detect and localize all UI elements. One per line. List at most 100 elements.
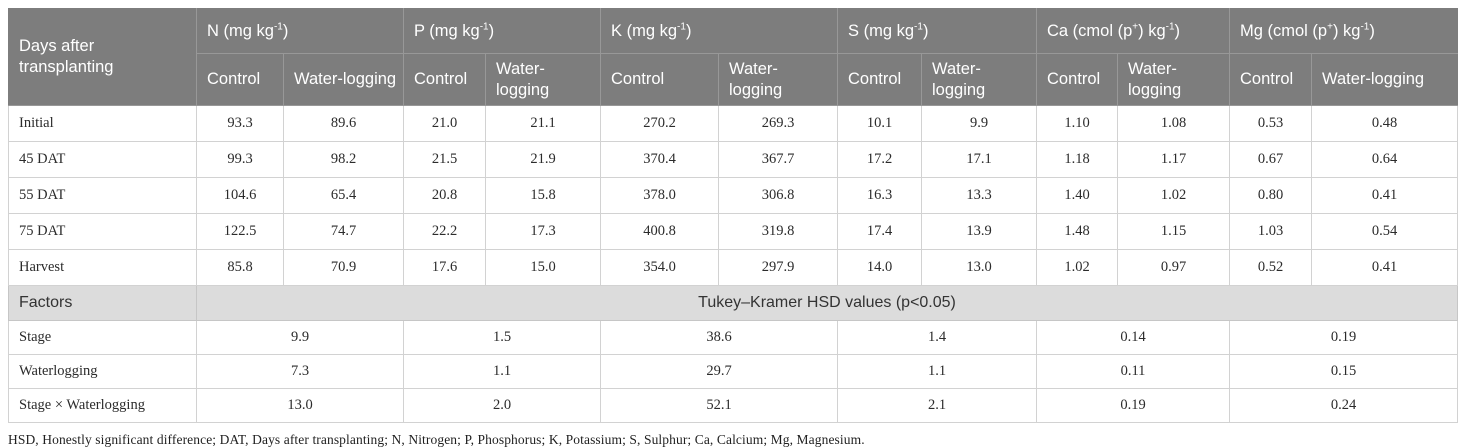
header-group-row: Days after transplanting N (mg kg-1) P (…	[8, 8, 1459, 106]
nutrient-table-wrapper: Days after transplanting N (mg kg-1) P (…	[8, 8, 1459, 448]
table-cell: 15.8	[485, 177, 601, 214]
hsd-value-k: 29.7	[600, 354, 838, 389]
table-header: Days after transplanting N (mg kg-1) P (…	[8, 8, 1459, 106]
table-cell: 319.8	[718, 213, 838, 250]
table-cell: 10.1	[837, 105, 922, 142]
col-group-header-s: S (mg kg-1)	[837, 8, 1037, 54]
table-cell: 14.0	[837, 249, 922, 286]
row-label: Stage	[8, 320, 197, 355]
col-group-header-ca: Ca (cmol (p+) kg-1)	[1036, 8, 1230, 54]
table-cell: 21.9	[485, 141, 601, 178]
hsd-value-s: 1.1	[837, 354, 1037, 389]
hsd-value-ca: 0.14	[1036, 320, 1230, 355]
table-cell: 1.15	[1117, 213, 1230, 250]
hsd-value-mg: 0.24	[1228, 388, 1459, 423]
table-cell: 9.9	[921, 105, 1037, 142]
subheader-n-waterlogging: Water-logging	[283, 53, 404, 106]
table-footnote: HSD, Honestly significant difference; DA…	[8, 432, 865, 447]
table-cell: 0.41	[1310, 249, 1459, 286]
hsd-row-stage-x-waterlogging: Stage × Waterlogging 13.0 2.0 52.1 2.1 0…	[8, 388, 1459, 423]
subheader-ca-waterlogging: Water-logging	[1117, 53, 1230, 106]
row-label: Stage × Waterlogging	[8, 388, 197, 423]
table-cell: 104.6	[196, 177, 284, 214]
header-sub-row: Control Water-logging Control Water-logg…	[9, 53, 1459, 106]
hsd-value-k: 52.1	[600, 388, 838, 423]
hsd-value-mg: 0.15	[1228, 354, 1459, 389]
hsd-value-s: 2.1	[837, 388, 1037, 423]
table-cell: 0.80	[1229, 177, 1312, 214]
row-label: Harvest	[8, 249, 197, 286]
table-cell: 0.48	[1310, 105, 1459, 142]
factors-label: Factors	[8, 285, 197, 321]
hsd-value-p: 2.0	[403, 388, 601, 423]
table-cell: 89.6	[283, 105, 404, 142]
subheader-p-control: Control	[403, 53, 486, 106]
subheader-p-waterlogging: Water-logging	[485, 53, 601, 106]
hsd-value-mg: 0.19	[1228, 320, 1459, 355]
table-cell: 1.03	[1229, 213, 1312, 250]
table-cell: 20.8	[403, 177, 486, 214]
table-cell: 269.3	[718, 105, 838, 142]
hsd-value-ca: 0.19	[1036, 388, 1230, 423]
subheader-mg-control: Control	[1229, 53, 1312, 106]
hsd-value-n: 9.9	[196, 320, 404, 355]
subheader-s-waterlogging: Water-logging	[921, 53, 1037, 106]
col-group-header-n: N (mg kg-1)	[196, 8, 404, 54]
table-cell: 0.97	[1117, 249, 1230, 286]
table-row-45dat: 45 DAT 99.3 98.2 21.5 21.9 370.4 367.7 1…	[8, 141, 1459, 178]
table-cell: 13.9	[921, 213, 1037, 250]
hsd-value-n: 7.3	[196, 354, 404, 389]
hsd-row-stage: Stage 9.9 1.5 38.6 1.4 0.14 0.19	[8, 320, 1459, 355]
row-label: 55 DAT	[8, 177, 197, 214]
table-cell: 354.0	[600, 249, 719, 286]
table-cell: 85.8	[196, 249, 284, 286]
subheader-ca-control: Control	[1036, 53, 1118, 106]
table-cell: 367.7	[718, 141, 838, 178]
table-cell: 74.7	[283, 213, 404, 250]
table-cell: 93.3	[196, 105, 284, 142]
table-cell: 370.4	[600, 141, 719, 178]
table-cell: 17.3	[485, 213, 601, 250]
table-cell: 21.1	[485, 105, 601, 142]
hsd-value-n: 13.0	[196, 388, 404, 423]
subheader-n-control: Control	[196, 53, 284, 106]
table-cell: 1.18	[1036, 141, 1118, 178]
subheader-s-control: Control	[837, 53, 922, 106]
row-label: Initial	[8, 105, 197, 142]
col-group-header-k: K (mg kg-1)	[600, 8, 838, 54]
table-cell: 0.41	[1310, 177, 1459, 214]
table-cell: 1.40	[1036, 177, 1118, 214]
hsd-value-p: 1.1	[403, 354, 601, 389]
table-cell: 21.0	[403, 105, 486, 142]
table-cell: 65.4	[283, 177, 404, 214]
table-cell: 99.3	[196, 141, 284, 178]
table-cell: 1.02	[1117, 177, 1230, 214]
subheader-k-control: Control	[600, 53, 719, 106]
table-cell: 1.02	[1036, 249, 1118, 286]
row-label: 75 DAT	[8, 213, 197, 250]
table-cell: 13.3	[921, 177, 1037, 214]
table-cell: 0.64	[1310, 141, 1459, 178]
table-cell: 297.9	[718, 249, 838, 286]
subheader-k-waterlogging: Water-logging	[718, 53, 838, 106]
subheader-mg-waterlogging: Water-logging	[1310, 53, 1459, 106]
table-cell: 22.2	[403, 213, 486, 250]
hsd-value-s: 1.4	[837, 320, 1037, 355]
table-cell: 17.6	[403, 249, 486, 286]
col-group-header-p: P (mg kg-1)	[403, 8, 601, 54]
table-cell: 378.0	[600, 177, 719, 214]
table-cell: 0.53	[1229, 105, 1312, 142]
table-cell: 1.10	[1036, 105, 1118, 142]
table-row-harvest: Harvest 85.8 70.9 17.6 15.0 354.0 297.9 …	[8, 249, 1459, 286]
table-cell: 17.2	[837, 141, 922, 178]
hsd-value-k: 38.6	[600, 320, 838, 355]
table-row-initial: Initial 93.3 89.6 21.0 21.1 270.2 269.3 …	[8, 105, 1459, 142]
table-cell: 17.1	[921, 141, 1037, 178]
table-cell: 17.4	[837, 213, 922, 250]
hsd-band-title: Tukey–Kramer HSD values (p<0.05)	[195, 285, 1459, 321]
table-row-75dat: 75 DAT 122.5 74.7 22.2 17.3 400.8 319.8 …	[8, 213, 1459, 250]
table-cell: 1.48	[1036, 213, 1118, 250]
table-body: Initial 93.3 89.6 21.0 21.1 270.2 269.3 …	[8, 105, 1459, 423]
table-cell: 1.08	[1117, 105, 1230, 142]
factors-band-row: Factors Tukey–Kramer HSD values (p<0.05)	[8, 285, 1459, 321]
